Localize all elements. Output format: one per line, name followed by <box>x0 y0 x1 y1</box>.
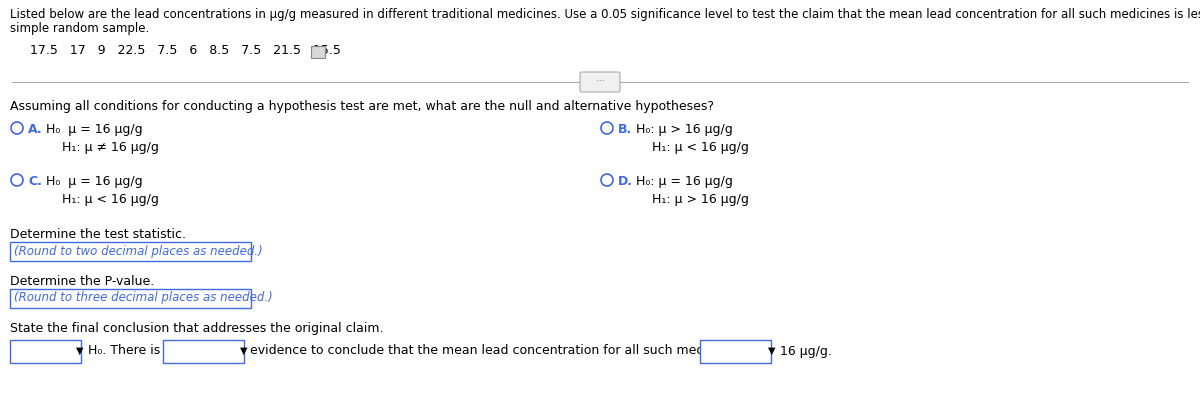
Text: D.: D. <box>618 175 634 188</box>
Text: A.: A. <box>28 123 43 136</box>
Text: ▼: ▼ <box>768 346 775 356</box>
Text: H₁: μ < 16 μg/g: H₁: μ < 16 μg/g <box>652 141 749 154</box>
Text: C.: C. <box>28 175 42 188</box>
FancyBboxPatch shape <box>700 339 770 363</box>
Text: State the final conclusion that addresses the original claim.: State the final conclusion that addresse… <box>10 322 384 335</box>
Circle shape <box>11 174 23 186</box>
Text: B.: B. <box>618 123 632 136</box>
Text: H₁: μ ≠ 16 μg/g: H₁: μ ≠ 16 μg/g <box>62 141 158 154</box>
Text: H₀. There is: H₀. There is <box>88 344 161 358</box>
Text: 16 μg/g.: 16 μg/g. <box>780 344 832 358</box>
Text: (Round to three decimal places as needed.): (Round to three decimal places as needed… <box>14 292 272 304</box>
Text: H₁: μ > 16 μg/g: H₁: μ > 16 μg/g <box>652 193 749 206</box>
Circle shape <box>11 122 23 134</box>
Text: Assuming all conditions for conducting a hypothesis test are met, what are the n: Assuming all conditions for conducting a… <box>10 100 714 113</box>
Text: H₀: μ = 16 μg/g: H₀: μ = 16 μg/g <box>636 175 733 188</box>
FancyBboxPatch shape <box>311 45 324 57</box>
Text: Determine the P-value.: Determine the P-value. <box>10 275 155 288</box>
FancyBboxPatch shape <box>10 289 251 308</box>
FancyBboxPatch shape <box>10 339 80 363</box>
Text: H₁: μ < 16 μg/g: H₁: μ < 16 μg/g <box>62 193 158 206</box>
Text: ▼: ▼ <box>76 346 84 356</box>
Text: H₀  μ = 16 μg/g: H₀ μ = 16 μg/g <box>46 175 143 188</box>
FancyBboxPatch shape <box>162 339 244 363</box>
Circle shape <box>601 174 613 186</box>
Text: 17.5   17   9   22.5   7.5   6   8.5   7.5   21.5   15.5: 17.5 17 9 22.5 7.5 6 8.5 7.5 21.5 15.5 <box>30 44 341 57</box>
Text: ···: ··· <box>595 78 605 86</box>
Text: Determine the test statistic.: Determine the test statistic. <box>10 228 186 241</box>
Text: H₀: μ > 16 μg/g: H₀: μ > 16 μg/g <box>636 123 733 136</box>
Text: Listed below are the lead concentrations in μg/g measured in different tradition: Listed below are the lead concentrations… <box>10 8 1200 21</box>
Text: (Round to two decimal places as needed.): (Round to two decimal places as needed.) <box>14 244 263 257</box>
FancyBboxPatch shape <box>580 72 620 92</box>
Text: H₀  μ = 16 μg/g: H₀ μ = 16 μg/g <box>46 123 143 136</box>
Text: ▼: ▼ <box>240 346 247 356</box>
Text: evidence to conclude that the mean lead concentration for all such medicines is: evidence to conclude that the mean lead … <box>250 344 755 358</box>
Text: simple random sample.: simple random sample. <box>10 22 149 35</box>
Circle shape <box>601 122 613 134</box>
FancyBboxPatch shape <box>10 242 251 261</box>
